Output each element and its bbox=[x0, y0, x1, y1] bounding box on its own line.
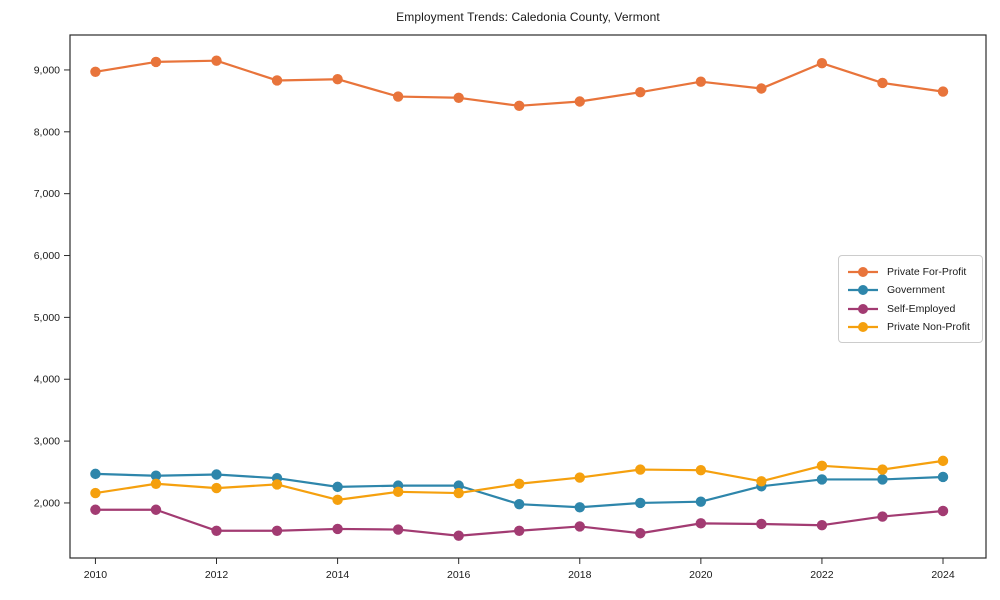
data-point bbox=[332, 494, 343, 506]
legend-line-dot-icon bbox=[848, 321, 878, 332]
data-point bbox=[453, 92, 464, 103]
data-point bbox=[574, 96, 585, 107]
data-point bbox=[211, 55, 222, 66]
data-point bbox=[90, 504, 101, 515]
data-point bbox=[90, 66, 101, 78]
x-axis-tick-label: 2016 bbox=[447, 569, 471, 581]
data-point bbox=[937, 86, 949, 97]
y-axis-tick-label: 5,000 bbox=[34, 312, 60, 324]
plot-border bbox=[69, 34, 987, 559]
data-point bbox=[877, 464, 888, 475]
data-point bbox=[392, 91, 404, 102]
x-axis-tick-label: 2022 bbox=[810, 569, 834, 581]
y-axis-tick-label: 2,000 bbox=[34, 497, 60, 509]
data-point bbox=[695, 76, 707, 87]
data-point bbox=[937, 471, 949, 483]
data-point bbox=[756, 518, 767, 530]
y-axis-tick-label: 7,000 bbox=[34, 188, 60, 200]
data-point bbox=[150, 478, 162, 489]
data-point bbox=[514, 498, 525, 510]
x-axis-tick-label: 2024 bbox=[931, 569, 955, 581]
data-point bbox=[514, 478, 525, 489]
data-point bbox=[877, 474, 888, 485]
data-point bbox=[211, 525, 222, 536]
legend-line-dot-icon bbox=[848, 285, 878, 296]
legend-line-dot-icon bbox=[848, 267, 878, 277]
data-point bbox=[271, 75, 283, 86]
data-point bbox=[877, 511, 888, 522]
data-point bbox=[695, 518, 707, 529]
data-point bbox=[392, 524, 404, 535]
data-point bbox=[271, 479, 283, 490]
x-axis-tick-label: 2010 bbox=[84, 569, 108, 581]
data-point bbox=[635, 528, 646, 539]
data-point bbox=[332, 74, 343, 85]
data-point bbox=[211, 482, 222, 494]
data-point bbox=[211, 469, 222, 480]
data-point bbox=[150, 56, 162, 68]
y-axis-tick-label: 3,000 bbox=[34, 436, 60, 448]
data-point bbox=[90, 487, 101, 499]
legend-item-self-employed: Self-Employed bbox=[847, 300, 974, 318]
x-axis-tick-label: 2014 bbox=[326, 569, 350, 581]
y-axis-tick-label: 9,000 bbox=[34, 64, 60, 76]
data-point bbox=[150, 504, 162, 515]
legend-label: Government bbox=[887, 284, 945, 297]
data-point bbox=[695, 496, 707, 507]
y-axis-tick-label: 6,000 bbox=[34, 250, 60, 262]
data-point bbox=[695, 464, 707, 476]
x-axis-tick-label: 2018 bbox=[568, 569, 592, 581]
data-point bbox=[756, 83, 767, 94]
data-point bbox=[574, 521, 585, 532]
x-axis-tick-label: 2012 bbox=[205, 569, 229, 581]
series-line-private-for-profit bbox=[94, 59, 945, 107]
data-point bbox=[514, 100, 525, 112]
legend-label: Self-Employed bbox=[887, 302, 956, 315]
data-point bbox=[332, 523, 343, 535]
data-point bbox=[453, 487, 464, 499]
data-point bbox=[877, 77, 888, 89]
data-point bbox=[332, 481, 343, 493]
data-point bbox=[635, 497, 646, 509]
data-point bbox=[271, 525, 283, 536]
data-point bbox=[514, 525, 525, 536]
legend-label: Private For-Profit bbox=[887, 266, 967, 278]
data-point bbox=[756, 476, 767, 487]
data-point bbox=[937, 455, 949, 467]
data-point bbox=[816, 520, 828, 531]
data-point bbox=[150, 470, 162, 481]
legend-line-dot-icon bbox=[848, 303, 878, 314]
x-axis-tick-label: 2020 bbox=[689, 569, 713, 581]
legend-item-private-for-profit: Private For-Profit bbox=[847, 263, 974, 281]
chart-title: Employment Trends: Caledonia County, Ver… bbox=[396, 10, 660, 24]
data-point bbox=[635, 87, 646, 98]
y-axis-tick-label: 8,000 bbox=[34, 126, 60, 138]
data-point bbox=[635, 464, 646, 475]
data-point bbox=[90, 468, 101, 480]
data-point bbox=[392, 486, 404, 498]
data-point bbox=[453, 480, 464, 491]
data-point bbox=[574, 502, 585, 513]
data-point bbox=[937, 505, 949, 517]
data-point bbox=[816, 474, 828, 485]
data-point bbox=[816, 57, 828, 69]
y-axis-tick-label: 4,000 bbox=[34, 374, 60, 386]
legend-label: Private Non-Profit bbox=[887, 320, 970, 333]
data-point bbox=[574, 472, 585, 483]
chart-legend: Private For-Profit Government Self-Emplo… bbox=[838, 255, 983, 343]
data-point bbox=[816, 460, 828, 472]
legend-item-government: Government bbox=[847, 281, 974, 299]
data-point bbox=[453, 530, 464, 541]
legend-item-private-non-profit: Private Non-Profit bbox=[847, 318, 974, 336]
